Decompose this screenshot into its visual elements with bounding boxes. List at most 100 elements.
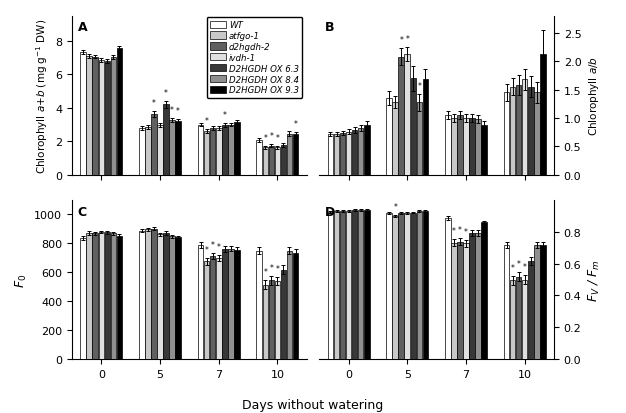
Bar — [157, 235, 163, 359]
Bar — [228, 249, 233, 359]
Bar — [163, 233, 169, 359]
Text: *: * — [164, 89, 168, 98]
Bar — [111, 234, 116, 359]
Bar — [98, 233, 104, 359]
Bar — [151, 229, 156, 359]
Bar — [234, 123, 240, 176]
Bar — [228, 125, 233, 176]
Bar — [358, 129, 364, 176]
Bar — [257, 140, 262, 176]
Text: *: * — [523, 263, 526, 272]
Bar — [534, 93, 540, 176]
Text: *: * — [264, 267, 267, 276]
Bar — [540, 245, 546, 359]
Bar — [269, 146, 274, 176]
Bar — [504, 93, 510, 176]
Bar — [411, 213, 416, 359]
Bar — [222, 249, 228, 359]
Text: *: * — [205, 117, 208, 126]
Text: *: * — [176, 107, 180, 116]
Bar — [287, 251, 292, 359]
Bar — [451, 119, 457, 176]
Bar — [423, 80, 428, 176]
Bar — [116, 49, 122, 176]
Bar — [540, 55, 546, 176]
Bar — [522, 280, 528, 359]
Legend: WT, atfgo-1, d2hgdh-2, ivdh-1, D2HGDH OX 6.3, D2HGDH OX 8.4, D2HGDH OX 9.3: WT, atfgo-1, d2hgdh-2, ivdh-1, D2HGDH OX… — [207, 18, 302, 99]
Text: *: * — [511, 263, 515, 272]
Bar — [463, 244, 469, 359]
Bar — [204, 132, 210, 176]
Bar — [157, 126, 163, 176]
Bar — [398, 214, 404, 359]
Bar — [528, 88, 533, 176]
Bar — [470, 233, 475, 359]
Bar — [358, 211, 364, 359]
Bar — [346, 133, 351, 176]
Bar — [423, 212, 428, 359]
Bar — [275, 148, 280, 176]
Bar — [111, 57, 116, 176]
Bar — [481, 126, 487, 176]
Bar — [510, 280, 515, 359]
Bar — [481, 223, 487, 359]
Bar — [398, 57, 404, 176]
Text: *: * — [205, 246, 208, 254]
Bar — [105, 62, 110, 176]
Bar — [151, 114, 156, 176]
Bar — [86, 57, 92, 176]
Bar — [445, 116, 451, 176]
Bar — [404, 55, 410, 176]
Bar — [163, 105, 169, 176]
Bar — [528, 261, 533, 359]
Text: C: C — [78, 205, 87, 218]
Bar — [340, 133, 346, 176]
Bar — [411, 79, 416, 176]
Y-axis label: $F_V$ / $F_m$: $F_V$ / $F_m$ — [587, 259, 602, 301]
Text: *: * — [275, 265, 279, 273]
Text: *: * — [458, 225, 462, 235]
Bar — [93, 234, 98, 359]
Bar — [516, 277, 521, 359]
Bar — [105, 233, 110, 359]
Text: *: * — [393, 202, 397, 211]
Text: *: * — [211, 241, 215, 250]
Bar — [175, 238, 181, 359]
Bar — [262, 148, 268, 176]
Text: *: * — [406, 36, 409, 44]
Bar — [327, 135, 333, 176]
Bar — [516, 86, 521, 176]
Bar — [327, 212, 333, 359]
Bar — [204, 262, 210, 359]
Bar — [470, 119, 475, 176]
Bar — [139, 231, 145, 359]
Text: B: B — [325, 21, 335, 34]
Y-axis label: Chlorophyll $a$+$b$ (mg g$^{-1}$ DW): Chlorophyll $a$+$b$ (mg g$^{-1}$ DW) — [34, 19, 49, 173]
Bar — [210, 256, 215, 359]
Text: *: * — [217, 242, 220, 251]
Text: *: * — [399, 36, 403, 45]
Bar — [86, 234, 92, 359]
Bar — [457, 242, 463, 359]
Bar — [262, 285, 268, 359]
Text: *: * — [275, 133, 279, 142]
Text: D: D — [325, 205, 336, 218]
Text: *: * — [269, 263, 274, 272]
Bar — [334, 211, 339, 359]
Bar — [475, 120, 481, 176]
Bar — [457, 116, 463, 176]
Bar — [234, 250, 240, 359]
Bar — [198, 245, 203, 359]
Bar — [269, 280, 274, 359]
Bar — [257, 251, 262, 359]
Bar — [534, 245, 540, 359]
Bar — [116, 236, 122, 359]
Bar — [216, 258, 222, 359]
Bar — [416, 103, 422, 176]
Bar — [80, 53, 86, 176]
Bar — [98, 61, 104, 176]
Bar — [280, 270, 286, 359]
Bar — [210, 129, 215, 176]
Bar — [80, 239, 86, 359]
Bar — [346, 211, 351, 359]
